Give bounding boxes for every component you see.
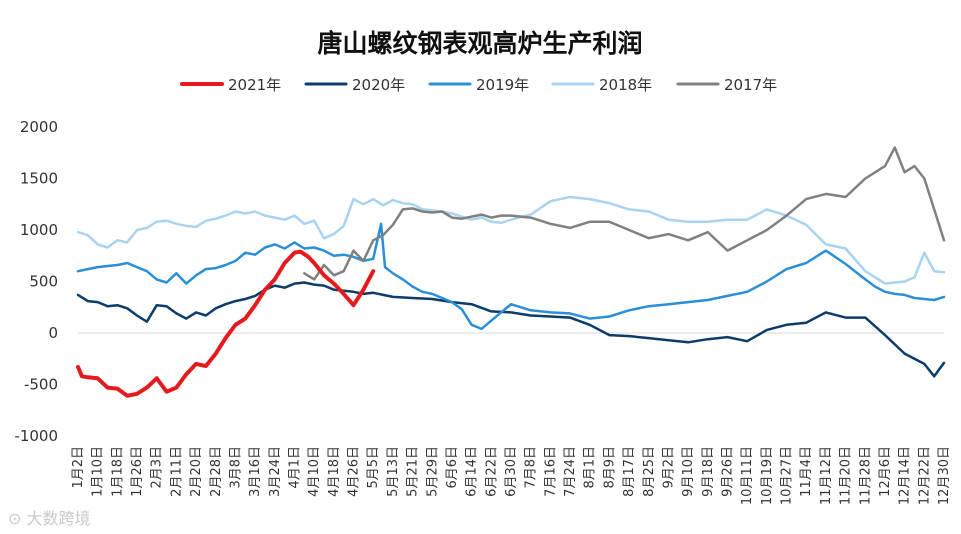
x-tick-label: 1月26日 <box>130 446 145 497</box>
x-tick-label: 4月1日 <box>288 446 303 489</box>
x-axis: 1月2日 1月10日 1月18日 1月26日 2月3日 2月11日 2月20日 2月28日 3月… <box>71 332 952 505</box>
y-tick-label: 500 <box>29 273 58 291</box>
x-tick-label: 12月6日 <box>878 446 893 497</box>
x-tick-label: 7月16日 <box>543 446 558 497</box>
x-tick-label: 9月10日 <box>681 446 696 497</box>
x-tick-label: 7月24日 <box>563 446 578 497</box>
series-line-3 <box>76 195 946 285</box>
x-tick-label: 2月11日 <box>169 446 184 497</box>
x-tick-label: 3月24日 <box>268 446 283 497</box>
x-tick-label: 1月18日 <box>110 446 125 497</box>
x-tick-label: 10月11日 <box>740 446 755 505</box>
legend: 2021年 2020年 2019年 2018年 2017年 <box>180 76 777 94</box>
legend-label: 2018年 <box>599 76 652 94</box>
x-tick-label: 5月21日 <box>406 446 421 497</box>
x-tick-label: 8月17日 <box>622 446 637 497</box>
legend-label: 2017年 <box>724 76 777 94</box>
x-tick-label: 4月10日 <box>307 446 322 497</box>
legend-label: 2020年 <box>352 76 405 94</box>
x-tick-label: 3月8日 <box>228 446 243 489</box>
x-tick-label: 8月25日 <box>642 446 657 497</box>
x-tick-label: 11月28日 <box>858 446 873 505</box>
series-line-2 <box>76 222 946 331</box>
x-tick-label: 9月18日 <box>701 446 716 497</box>
x-tick-label: 4月26日 <box>347 446 362 497</box>
x-tick-label: 12月22日 <box>917 446 932 505</box>
series-line-1 <box>76 281 946 378</box>
x-tick-label: 12月14日 <box>898 446 913 505</box>
series-layer <box>76 146 946 398</box>
y-axis: 2000 1500 1000 500 0 -500 -1000 <box>14 118 58 445</box>
x-tick-label: 11月12日 <box>819 446 834 505</box>
x-tick-label: 1月2日 <box>71 446 86 489</box>
legend-label: 2019年 <box>476 76 529 94</box>
watermark-logo-icon: ⊙ <box>8 509 22 528</box>
legend-label: 2021年 <box>228 76 281 94</box>
x-tick-label: 11月20日 <box>839 446 854 505</box>
y-tick-label: 0 <box>48 324 58 342</box>
y-tick-label: 1500 <box>20 170 58 188</box>
x-tick-label: 11月4日 <box>799 446 814 497</box>
y-tick-label: -1000 <box>14 427 58 445</box>
x-tick-label: 3月16日 <box>248 446 263 497</box>
chart-title: 唐山螺纹钢表观高炉生产利润 <box>317 29 642 58</box>
x-tick-label: 5月13日 <box>386 446 401 497</box>
x-tick-label: 2月20日 <box>189 446 204 497</box>
x-tick-label: 5月5日 <box>366 446 381 489</box>
y-tick-label: -500 <box>24 376 58 394</box>
series-line-0 <box>76 249 376 398</box>
x-tick-label: 2月28日 <box>209 446 224 497</box>
x-tick-label: 6月6日 <box>445 446 460 489</box>
x-tick-label: 12月30日 <box>937 446 952 505</box>
watermark: ⊙ 大数跨境 <box>8 505 91 529</box>
series-line-4 <box>303 146 946 281</box>
watermark-text: 大数跨境 <box>26 509 91 528</box>
x-tick-label: 8月1日 <box>583 446 598 489</box>
y-tick-label: 2000 <box>20 118 58 136</box>
x-tick-label: 6月14日 <box>465 446 480 497</box>
x-tick-label: 6月30日 <box>504 446 519 497</box>
x-tick-label: 9月2日 <box>661 446 676 489</box>
x-tick-label: 10月19日 <box>760 446 775 505</box>
x-tick-label: 2月3日 <box>150 446 165 489</box>
x-tick-label: 9月26日 <box>721 446 736 497</box>
x-tick-label: 7月8日 <box>524 446 539 489</box>
x-tick-label: 6月22日 <box>484 446 499 497</box>
x-tick-label: 1月10日 <box>91 446 106 497</box>
x-tick-label: 4月18日 <box>327 446 342 497</box>
y-tick-label: 1000 <box>20 221 58 239</box>
x-tick-label: 8月9日 <box>602 446 617 489</box>
x-tick-label: 5月29日 <box>425 446 440 497</box>
x-tick-label: 10月27日 <box>780 446 795 505</box>
